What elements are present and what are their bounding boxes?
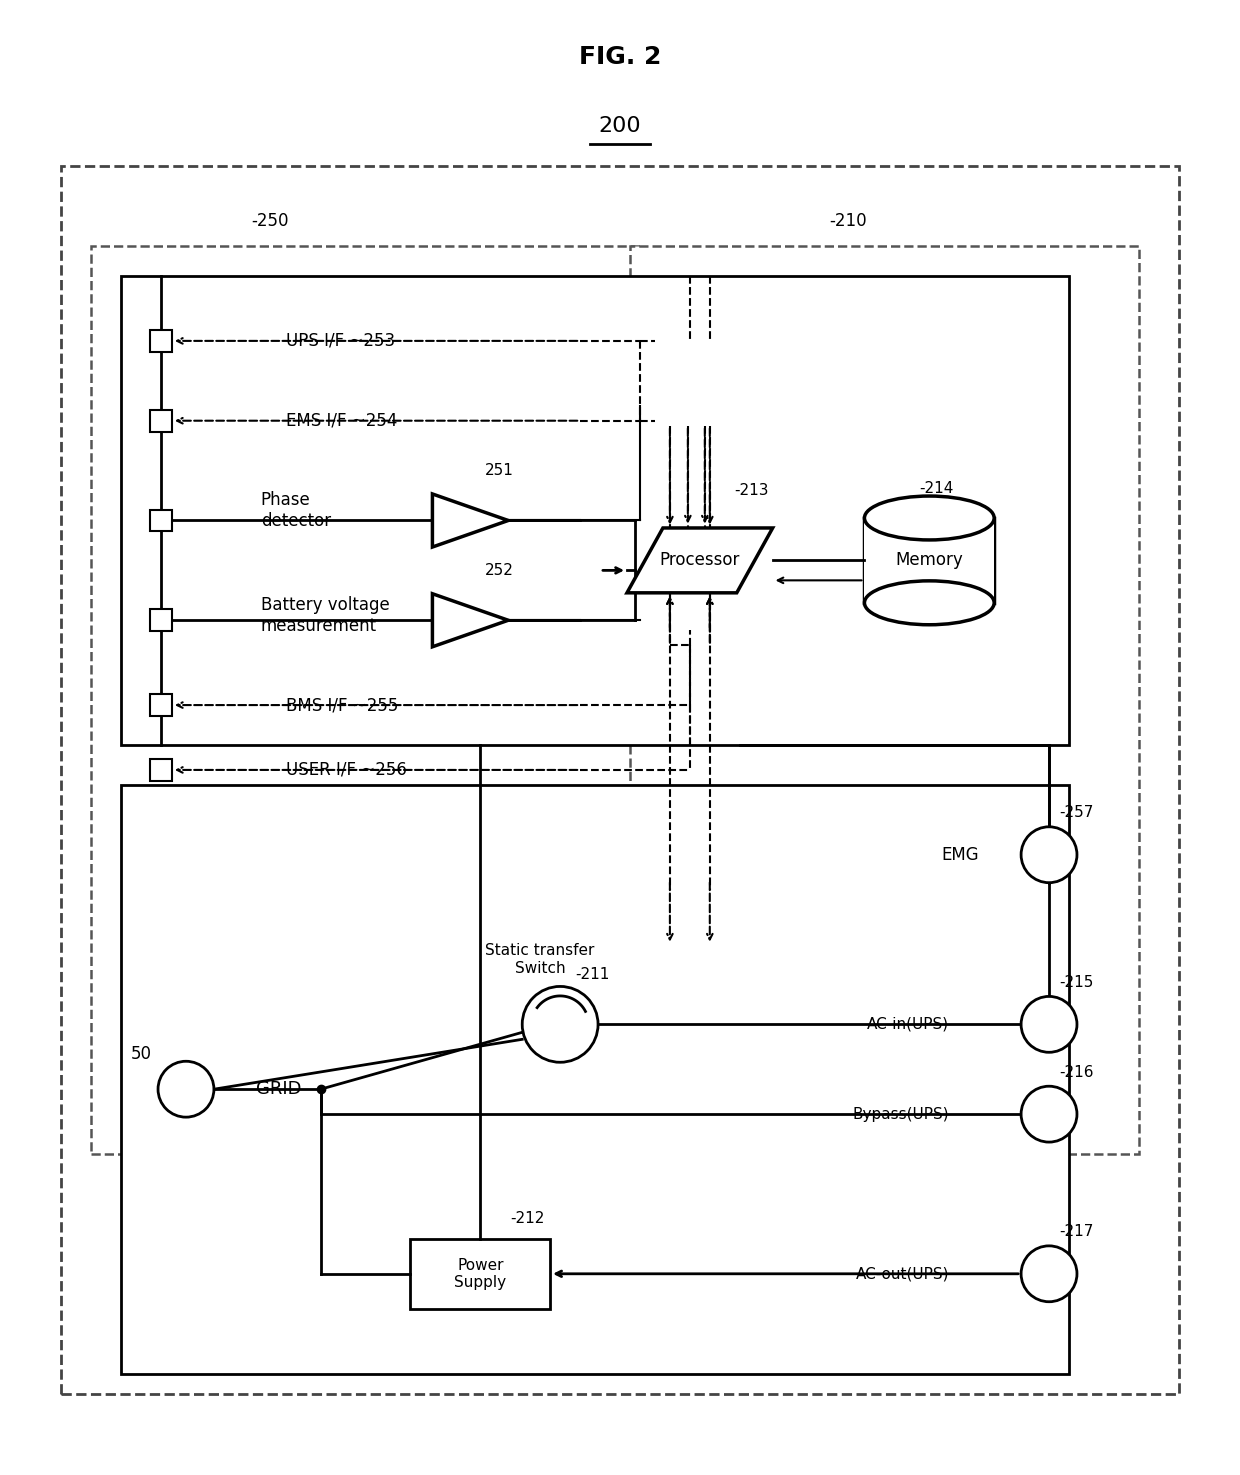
Text: FIG. 2: FIG. 2: [579, 44, 661, 68]
Text: Phase
detector: Phase detector: [260, 491, 331, 530]
Circle shape: [157, 1062, 215, 1117]
Text: -212: -212: [510, 1211, 544, 1226]
Circle shape: [1021, 1246, 1078, 1302]
FancyBboxPatch shape: [122, 276, 1069, 745]
FancyBboxPatch shape: [150, 509, 172, 531]
Text: EMS I/F ~254: EMS I/F ~254: [285, 412, 397, 429]
Circle shape: [1021, 1086, 1078, 1142]
Polygon shape: [433, 594, 508, 648]
FancyBboxPatch shape: [864, 518, 994, 603]
Text: -211: -211: [575, 968, 610, 982]
FancyBboxPatch shape: [150, 695, 172, 715]
Text: -214: -214: [919, 481, 954, 496]
Text: -213: -213: [735, 482, 769, 499]
Text: 252: 252: [485, 563, 515, 578]
FancyBboxPatch shape: [640, 406, 750, 491]
Ellipse shape: [864, 496, 994, 540]
Ellipse shape: [864, 581, 994, 625]
Text: Battery voltage
measurement: Battery voltage measurement: [260, 596, 389, 634]
Text: BMS I/F ~255: BMS I/F ~255: [285, 696, 398, 714]
Text: 200: 200: [599, 117, 641, 136]
Text: -215: -215: [1059, 975, 1094, 990]
FancyBboxPatch shape: [150, 609, 172, 631]
Text: GRID: GRID: [255, 1080, 301, 1099]
Circle shape: [1021, 827, 1078, 882]
Text: -216: -216: [1059, 1065, 1094, 1080]
Polygon shape: [433, 494, 508, 547]
Text: Memory: Memory: [895, 552, 963, 569]
Text: -257: -257: [1059, 805, 1094, 820]
FancyBboxPatch shape: [61, 167, 1179, 1394]
Text: -250: -250: [250, 212, 289, 230]
Text: Processor: Processor: [660, 552, 740, 569]
Text: Bypass(UPS): Bypass(UPS): [853, 1106, 950, 1121]
Circle shape: [522, 987, 598, 1062]
Text: UPS I/F ~253: UPS I/F ~253: [285, 332, 394, 350]
FancyBboxPatch shape: [150, 410, 172, 432]
FancyBboxPatch shape: [655, 311, 730, 426]
Text: Power
Supply: Power Supply: [454, 1258, 506, 1291]
FancyBboxPatch shape: [410, 1239, 551, 1308]
Text: EMG: EMG: [941, 845, 980, 864]
FancyBboxPatch shape: [630, 246, 1138, 1153]
Text: 50: 50: [130, 1046, 151, 1063]
FancyBboxPatch shape: [150, 330, 172, 353]
Text: -210: -210: [830, 212, 867, 230]
FancyBboxPatch shape: [92, 246, 640, 1153]
Text: AC-out(UPS): AC-out(UPS): [856, 1267, 950, 1282]
Text: -217: -217: [1059, 1224, 1094, 1239]
Text: AC-in(UPS): AC-in(UPS): [867, 1016, 950, 1032]
Circle shape: [1021, 997, 1078, 1052]
Text: USER I/F ~256: USER I/F ~256: [285, 761, 407, 779]
Polygon shape: [627, 528, 773, 593]
FancyBboxPatch shape: [150, 760, 172, 780]
FancyBboxPatch shape: [122, 785, 1069, 1373]
Text: 251: 251: [485, 463, 515, 478]
Text: Static transfer
Switch: Static transfer Switch: [486, 944, 595, 975]
